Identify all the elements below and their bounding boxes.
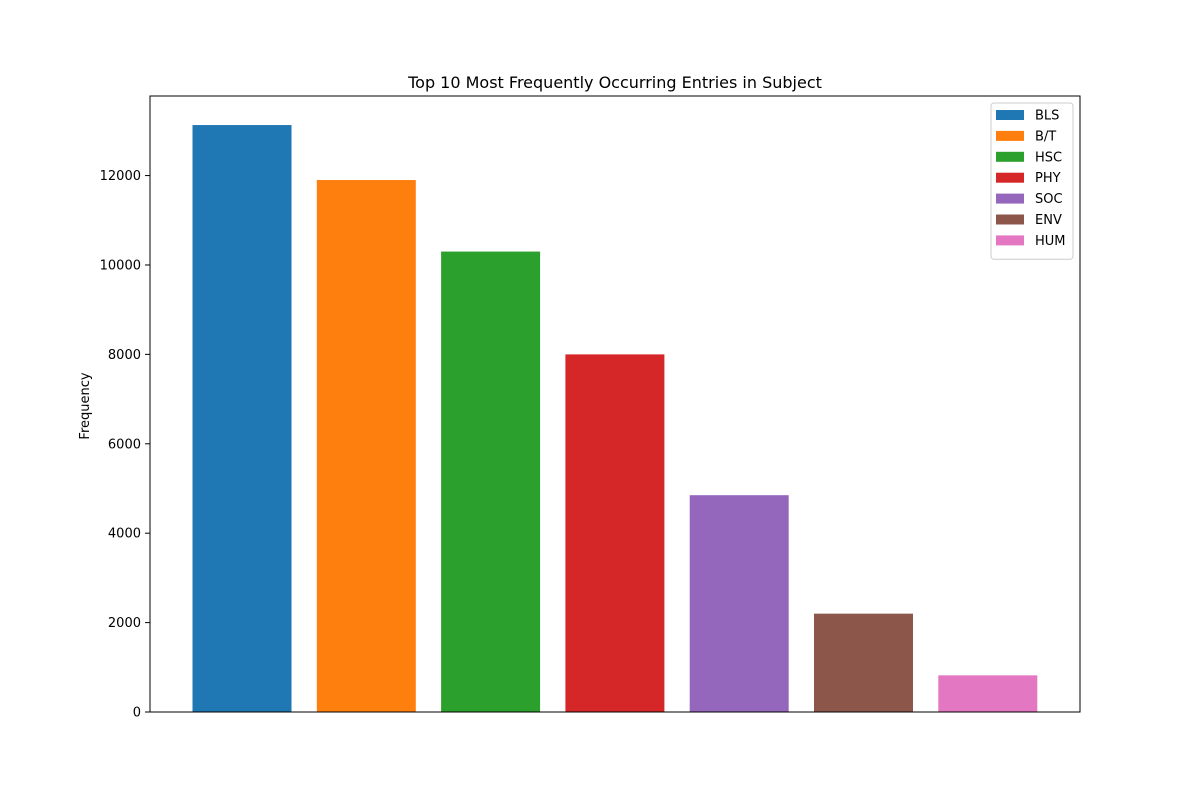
- legend-swatch-hum: [996, 235, 1024, 246]
- y-tick-label: 4000: [108, 527, 141, 542]
- legend-swatch-phy: [996, 172, 1024, 183]
- legend-label-hum: HUM: [1035, 234, 1066, 249]
- legend-swatch-hsc: [996, 151, 1024, 162]
- y-tick-label: 2000: [108, 616, 141, 631]
- legend-label-env: ENV: [1035, 213, 1062, 228]
- bar-hsc: [441, 251, 541, 712]
- y-axis: 0 2000 4000 6000 8000 10000 12000: [100, 169, 150, 721]
- bar-bt: [316, 180, 416, 713]
- legend-swatch-bt: [996, 130, 1024, 141]
- legend-label-bls: BLS: [1035, 109, 1059, 124]
- legend-swatch-bls: [996, 110, 1024, 120]
- legend-swatch-env: [996, 214, 1024, 225]
- y-tick-label: 10000: [100, 258, 141, 273]
- y-tick-label: 0: [133, 706, 141, 721]
- bar-bls: [192, 125, 292, 712]
- plot-frame: [149, 95, 1081, 713]
- bar-env: [814, 613, 913, 712]
- bar-hum: [938, 675, 1038, 712]
- legend-label-hsc: HSC: [1035, 150, 1062, 165]
- y-tick-label: 8000: [108, 348, 141, 363]
- y-tick-label: 6000: [108, 437, 141, 452]
- y-tick-label: 12000: [100, 169, 141, 184]
- legend-swatch-soc: [996, 193, 1024, 204]
- legend-label-soc: SOC: [1035, 192, 1063, 207]
- legend-label-phy: PHY: [1035, 171, 1061, 186]
- chart-title: Top 10 Most Frequently Occurring Entries…: [407, 73, 822, 92]
- legend-label-bt: B/T: [1035, 129, 1056, 144]
- y-axis-label: Frequency: [78, 372, 93, 439]
- bars-layer: [192, 125, 1038, 713]
- legend: BLS B/T HSC PHY SOC ENV HUM: [990, 102, 1074, 260]
- bar-soc: [689, 495, 789, 712]
- bar-phy: [565, 354, 665, 712]
